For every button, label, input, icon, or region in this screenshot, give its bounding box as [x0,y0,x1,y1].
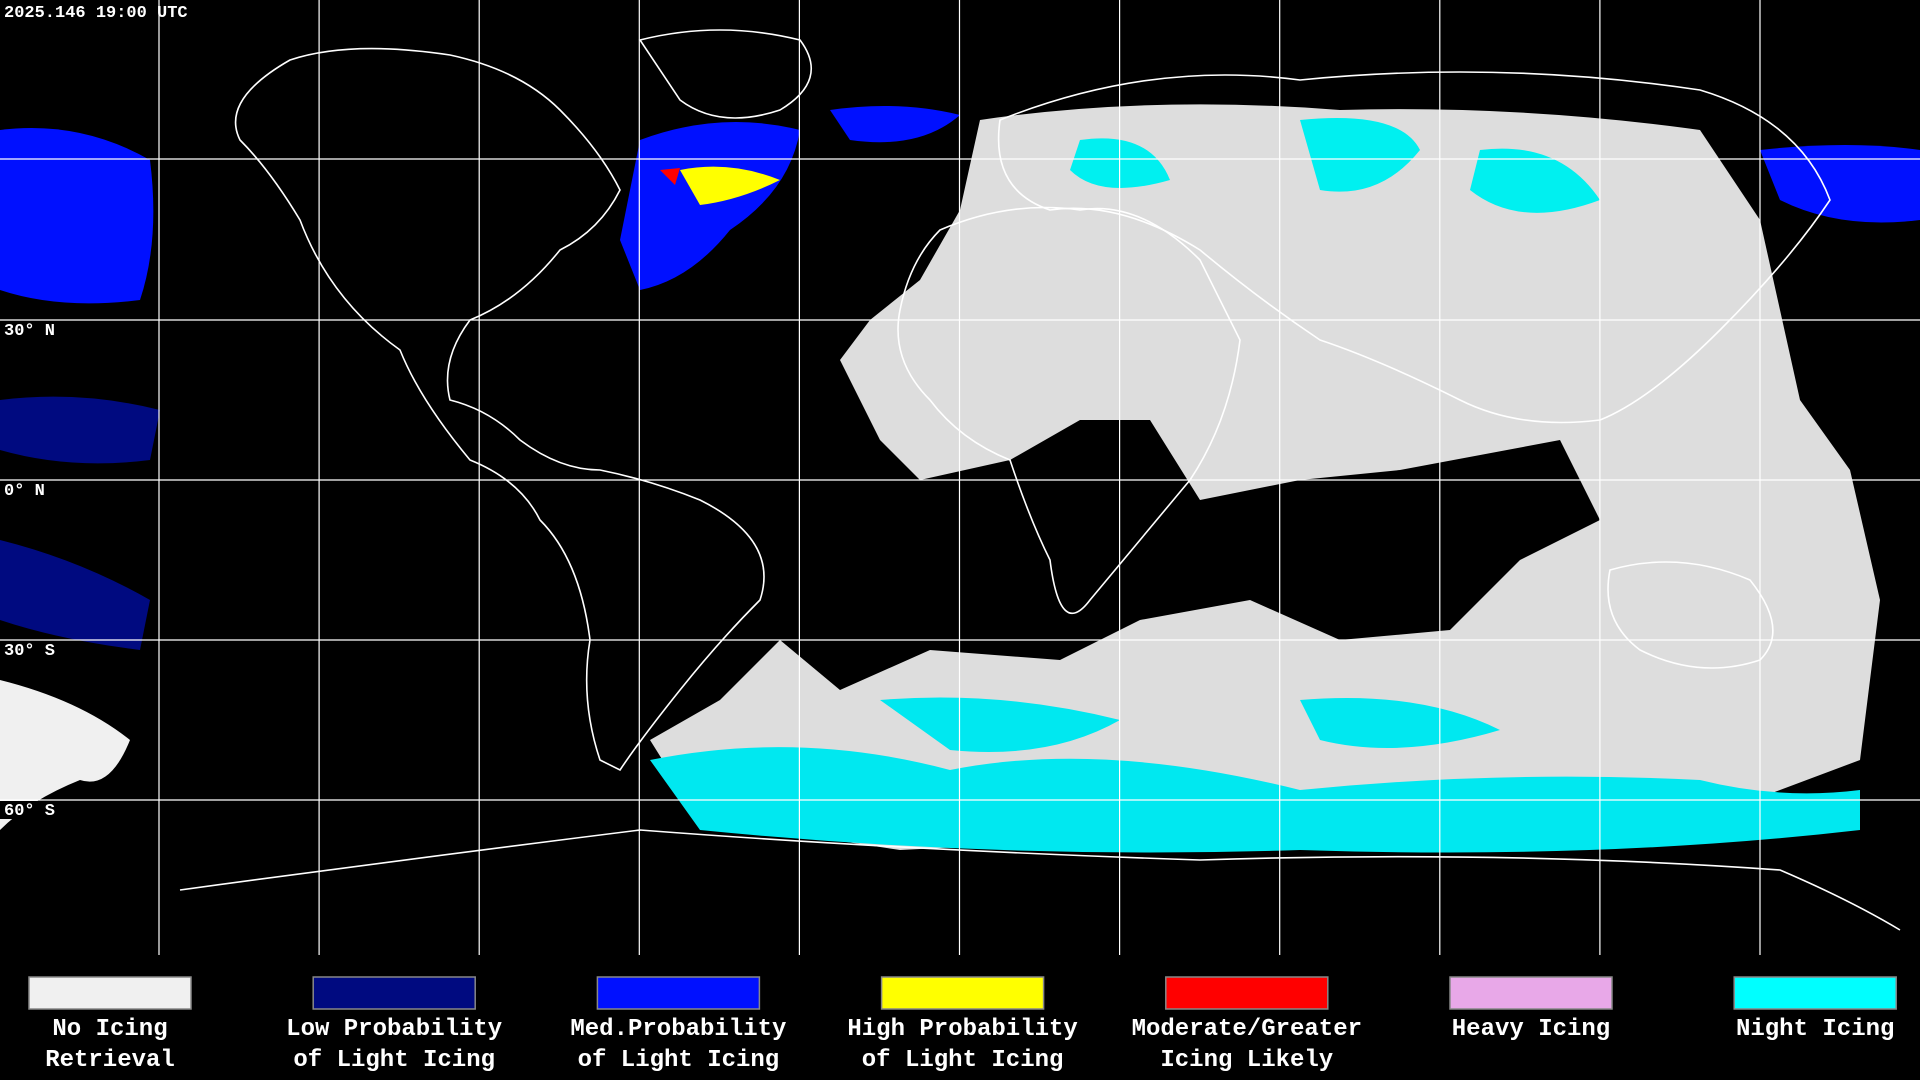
label-bg [0,801,60,819]
legend-label: Night Icing [1736,1016,1894,1043]
low-icing-area [0,396,160,650]
legend-label: Moderate/Greater [1132,1016,1362,1043]
label-bg [0,321,60,339]
legend-label: High Probability [847,1016,1077,1043]
legend-label: Icing Likely [1160,1047,1333,1074]
eurasia-coast [997,71,1831,424]
night-icing-area [880,697,1500,752]
legend-swatch [1733,976,1897,1010]
legend-label: of Light Icing [578,1047,780,1074]
latitude-labels: 30° N 0° N 30° S 60° S [0,321,60,821]
greenland-coast [638,29,812,119]
label-bg [0,641,60,659]
africa-coast [897,206,1241,615]
legend-label: No Icing [52,1016,167,1043]
med-icing-area [620,122,800,290]
legend-label: Heavy Icing [1452,1016,1610,1043]
legend-swatch [596,976,761,1010]
legend-label: of Light Icing [293,1047,495,1074]
antarctica-coast [179,829,1901,931]
latitude-label: 0° N [4,482,45,501]
graticule [0,0,1920,955]
latitude-label: 30° S [4,642,55,661]
night-icing-area [1070,118,1600,213]
med-icing-area [830,106,960,143]
no-icing-area [0,680,130,830]
moderate-icing-area [660,168,680,185]
legend-label: Retrieval [45,1047,175,1074]
legend-label: Med.Probability [570,1016,786,1043]
latitude-label: 30° N [4,322,55,341]
latitude-label: 60° S [4,802,55,821]
legend-label: of Light Icing [862,1047,1064,1074]
timestamp: 2025.146 19:00 UTC [4,4,188,23]
legend-swatch [1449,976,1613,1010]
legend: No Icing Retrieval Low Probability of Light… [28,976,1897,1074]
no-icing-area [650,104,1880,850]
med-icing-area [1760,145,1920,223]
med-icing-area [0,128,154,304]
high-icing-area [680,166,780,205]
legend-swatch [28,976,192,1010]
americas-coast [234,47,765,772]
legend-swatch [1165,976,1329,1010]
legend-label: Low Probability [286,1016,502,1043]
label-bg [0,481,60,499]
legend-swatch [312,976,476,1010]
legend-swatch [880,976,1045,1010]
